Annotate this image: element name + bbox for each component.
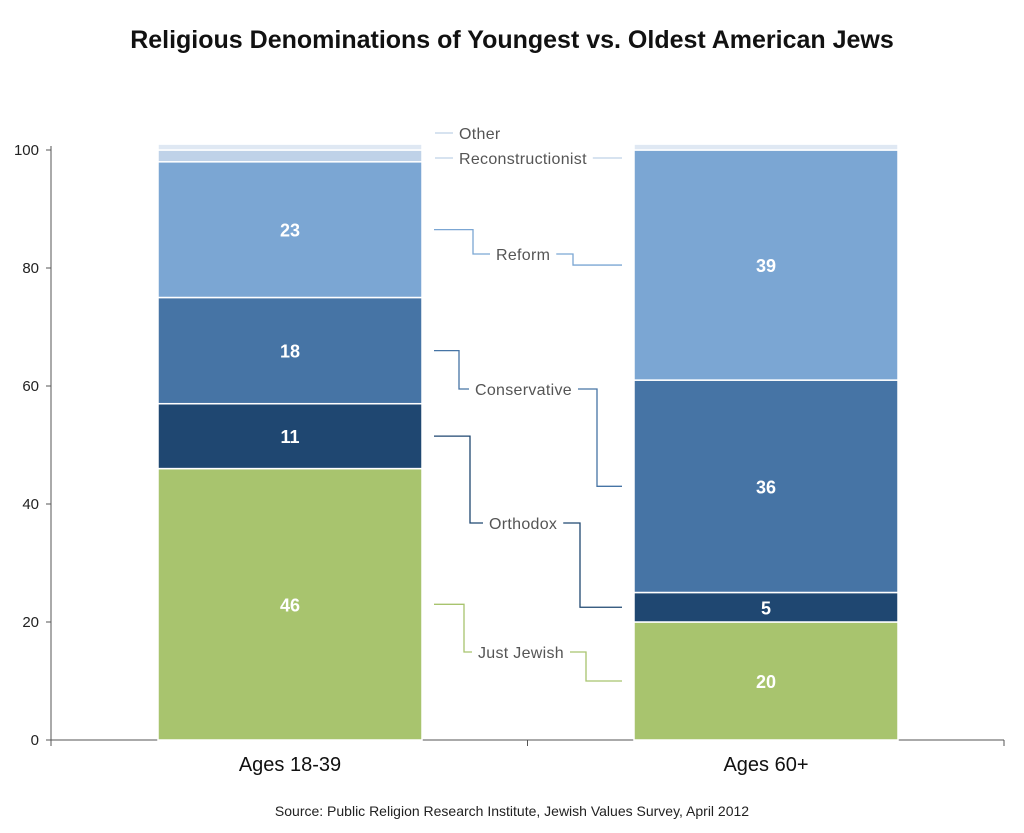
series-label-conservative: Conservative bbox=[475, 382, 572, 399]
series-label-other: Other bbox=[459, 126, 501, 143]
bar-segment-reform bbox=[157, 161, 423, 299]
series-label-reconstructionist: Reconstructionist bbox=[459, 151, 587, 168]
bar-stacks: 46 11 18 23 20 5 36 39 bbox=[157, 143, 899, 741]
x-category-label: Ages 18-39 bbox=[239, 754, 341, 776]
connector-left bbox=[434, 349, 469, 390]
series-label-reform: Reform bbox=[496, 247, 550, 264]
bar-segment-orthodox bbox=[157, 402, 423, 470]
data-label: 20 bbox=[756, 672, 776, 692]
y-tick-label: 20 bbox=[22, 614, 39, 631]
bar-segment-conservative bbox=[633, 379, 899, 594]
data-label: 5 bbox=[761, 598, 771, 618]
bar-segment-conservative bbox=[157, 296, 423, 405]
data-label: 11 bbox=[280, 427, 299, 447]
bar-segment-other bbox=[157, 143, 423, 151]
connector-right bbox=[563, 522, 622, 608]
bar-segment-just-jewish bbox=[157, 467, 423, 741]
data-label: 18 bbox=[280, 342, 300, 362]
connector-right bbox=[556, 253, 622, 266]
connector-left bbox=[434, 603, 472, 653]
y-tick-label: 80 bbox=[22, 260, 39, 277]
data-label: 23 bbox=[280, 221, 300, 241]
data-label: 46 bbox=[280, 595, 300, 615]
bar-segment-reform bbox=[633, 149, 899, 381]
y-tick-label: 0 bbox=[31, 732, 39, 749]
connector-right bbox=[570, 651, 622, 682]
chart-title: Religious Denominations of Youngest vs. … bbox=[130, 26, 894, 54]
y-tick-label: 100 bbox=[14, 142, 39, 159]
connector-right bbox=[577, 388, 622, 487]
data-label: 39 bbox=[756, 256, 776, 276]
axes: 0 20 40 60 80 100 Ages 18-39 Ages 60+ bbox=[14, 142, 1005, 776]
connector-left bbox=[434, 228, 490, 255]
y-tick-label: 60 bbox=[22, 378, 39, 395]
bar-segment-just-jewish bbox=[633, 621, 899, 741]
data-label: 36 bbox=[756, 477, 776, 497]
series-labels: Just Jewish Orthodox Conservative Reform Rec… bbox=[459, 126, 587, 662]
bar-segment-reconstructionist bbox=[157, 149, 423, 163]
label-connectors bbox=[434, 132, 622, 682]
bar-segment-other bbox=[633, 143, 899, 151]
series-label-orthodox: Orthodox bbox=[489, 516, 557, 533]
series-label-just-jewish: Just Jewish bbox=[478, 645, 564, 662]
source-note: Source: Public Religion Research Institu… bbox=[274, 803, 750, 819]
y-tick-label: 40 bbox=[22, 496, 39, 513]
x-category-label: Ages 60+ bbox=[723, 754, 808, 776]
connector-left bbox=[434, 435, 483, 524]
